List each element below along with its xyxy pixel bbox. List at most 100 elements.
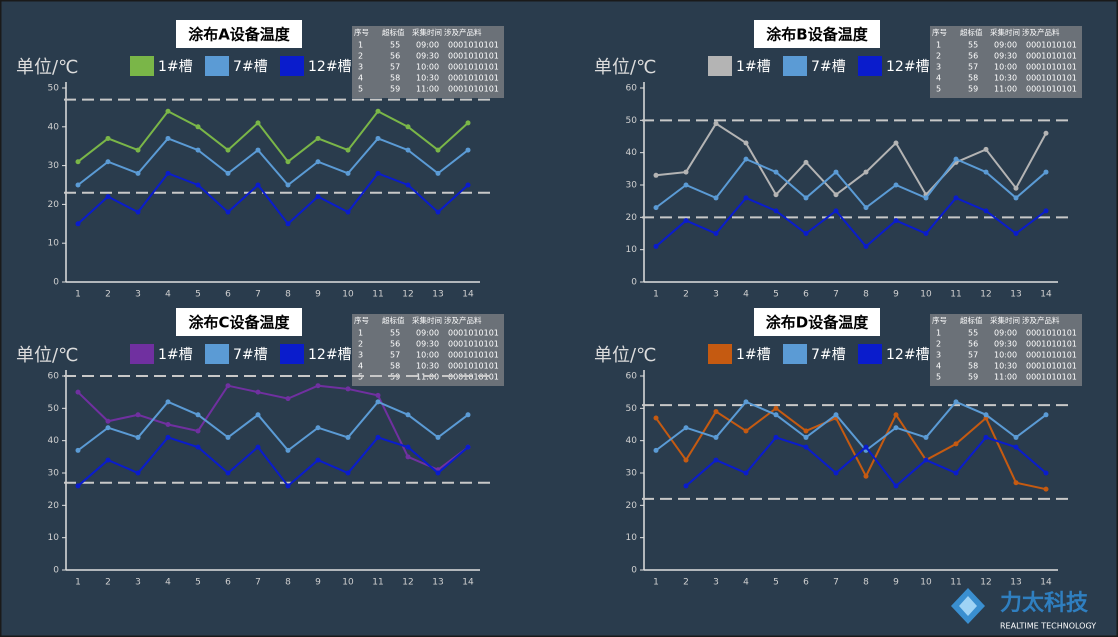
table-cell: 0001010101 bbox=[448, 351, 499, 360]
data-point bbox=[465, 147, 471, 153]
table-cell: 55 bbox=[968, 329, 978, 338]
data-point bbox=[743, 140, 749, 146]
table-cell: 2 bbox=[358, 340, 363, 349]
y-tick-label: 60 bbox=[626, 84, 638, 94]
data-point bbox=[195, 412, 201, 418]
data-point bbox=[983, 208, 989, 214]
x-tick-label: 1 bbox=[75, 578, 81, 588]
data-point bbox=[135, 209, 141, 215]
y-tick-label: 60 bbox=[626, 372, 638, 382]
data-point bbox=[803, 444, 809, 450]
legend-swatch bbox=[708, 344, 732, 364]
x-tick-label: 7 bbox=[255, 290, 261, 300]
data-point bbox=[713, 121, 719, 127]
x-tick-label: 2 bbox=[683, 578, 689, 588]
table-cell: 56 bbox=[968, 340, 978, 349]
data-point bbox=[1013, 444, 1019, 450]
table-cell: 10:00 bbox=[416, 63, 439, 72]
logo-icon-inner bbox=[959, 596, 977, 616]
table-cell: 5 bbox=[936, 85, 941, 94]
data-point bbox=[863, 243, 869, 249]
data-point bbox=[683, 218, 689, 224]
data-point bbox=[135, 470, 141, 476]
data-point bbox=[923, 457, 929, 463]
data-point bbox=[375, 399, 381, 405]
y-tick-label: 20 bbox=[48, 200, 60, 210]
x-tick-label: 10 bbox=[342, 578, 354, 588]
data-point bbox=[743, 195, 749, 201]
table-cell: 1 bbox=[936, 41, 941, 50]
x-tick-label: 1 bbox=[653, 290, 659, 300]
data-point bbox=[713, 434, 719, 440]
table-cell: 09:00 bbox=[994, 329, 1017, 338]
legend-label: 7#槽 bbox=[811, 59, 846, 75]
series-line bbox=[655, 196, 1047, 248]
data-point bbox=[1043, 412, 1049, 418]
y-tick-label: 30 bbox=[626, 181, 638, 191]
data-point bbox=[285, 159, 291, 165]
data-point bbox=[345, 147, 351, 153]
x-tick-label: 14 bbox=[1040, 290, 1052, 300]
data-point bbox=[953, 156, 959, 162]
data-point bbox=[375, 392, 381, 398]
data-point bbox=[435, 170, 441, 176]
legend-label: 1#槽 bbox=[736, 347, 771, 363]
table-cell: 57 bbox=[390, 63, 400, 72]
table-cell: 09:30 bbox=[416, 340, 439, 349]
y-tick-label: 30 bbox=[48, 161, 60, 171]
data-point bbox=[435, 147, 441, 153]
y-tick-label: 50 bbox=[626, 404, 638, 414]
table-cell: 0001010101 bbox=[1026, 41, 1077, 50]
data-point bbox=[375, 434, 381, 440]
table-cell: 57 bbox=[968, 351, 978, 360]
table-cell: 5 bbox=[936, 373, 941, 382]
series-line bbox=[77, 172, 469, 226]
data-point bbox=[195, 428, 201, 434]
y-tick-label: 0 bbox=[631, 278, 637, 288]
x-tick-label: 14 bbox=[462, 578, 474, 588]
data-point bbox=[75, 159, 81, 165]
legend-swatch bbox=[205, 56, 229, 76]
table-cell: 57 bbox=[390, 351, 400, 360]
table-cell: 09:30 bbox=[994, 340, 1017, 349]
table-cell: 57 bbox=[968, 63, 978, 72]
data-point bbox=[255, 120, 261, 126]
table-cell: 1 bbox=[936, 329, 941, 338]
data-point bbox=[345, 434, 351, 440]
data-point bbox=[773, 169, 779, 175]
table-header: 序号 bbox=[354, 27, 369, 37]
legend-swatch bbox=[783, 56, 807, 76]
table-cell: 0001010101 bbox=[1026, 85, 1077, 94]
legend-label: 1#槽 bbox=[158, 347, 193, 363]
y-tick-label: 40 bbox=[626, 148, 638, 158]
data-point bbox=[803, 434, 809, 440]
legend-label: 7#槽 bbox=[811, 347, 846, 363]
x-tick-label: 8 bbox=[285, 578, 291, 588]
x-tick-label: 14 bbox=[1040, 578, 1052, 588]
y-axis-label: 单位/℃ bbox=[16, 345, 78, 366]
data-point bbox=[75, 221, 81, 227]
chart-title: 涂布B设备温度 bbox=[766, 26, 868, 44]
x-tick-label: 9 bbox=[315, 290, 321, 300]
data-point bbox=[1043, 169, 1049, 175]
data-point bbox=[923, 231, 929, 236]
data-point bbox=[923, 434, 929, 440]
table-cell: 58 bbox=[390, 362, 400, 371]
data-point bbox=[953, 195, 959, 201]
data-point bbox=[803, 231, 809, 236]
data-point bbox=[653, 243, 659, 249]
table-header: 超标值 bbox=[382, 315, 405, 325]
data-point bbox=[255, 412, 261, 418]
x-tick-label: 3 bbox=[135, 578, 141, 588]
series-line bbox=[77, 137, 469, 187]
data-point bbox=[653, 447, 659, 453]
x-tick-label: 9 bbox=[893, 578, 899, 588]
data-point bbox=[465, 412, 471, 418]
table-header: 序号 bbox=[932, 27, 947, 37]
data-point bbox=[1043, 130, 1049, 136]
legend-swatch bbox=[205, 344, 229, 364]
table-cell: 1 bbox=[358, 41, 363, 50]
data-point bbox=[893, 425, 899, 431]
legend-label: 1#槽 bbox=[736, 59, 771, 75]
data-point bbox=[653, 415, 659, 421]
